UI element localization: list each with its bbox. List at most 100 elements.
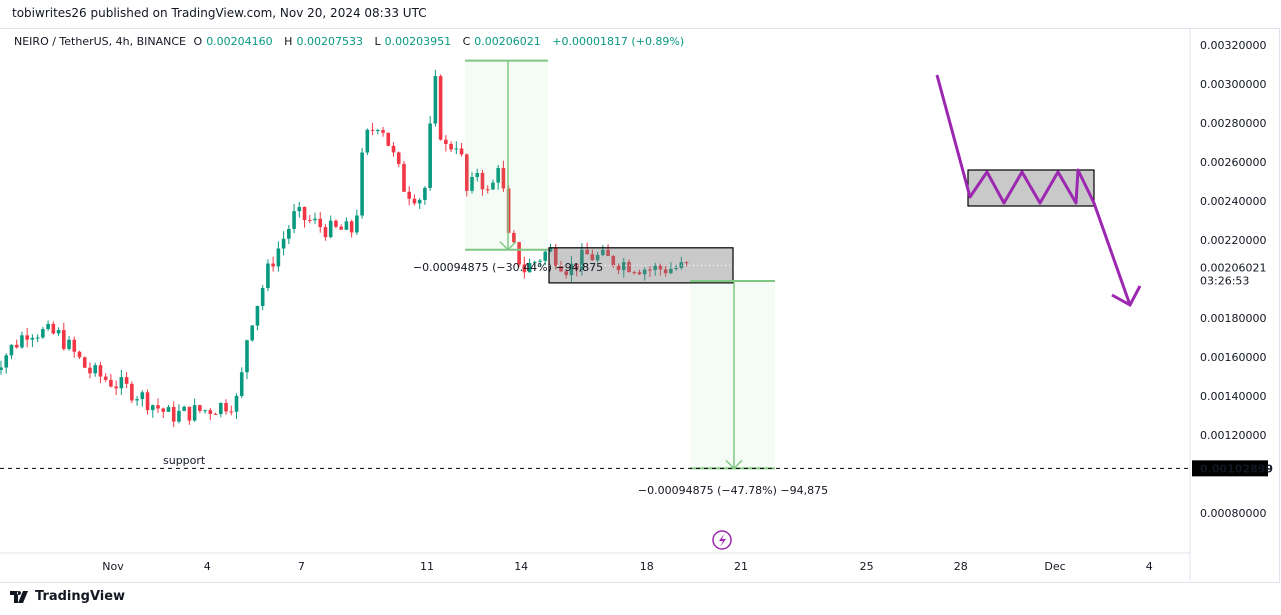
- candle-body: [386, 132, 391, 146]
- projected-path-line[interactable]: [935, 74, 1132, 306]
- price-tick-label: 0.00120000: [1200, 429, 1266, 442]
- candle-body: [46, 323, 50, 330]
- candle-body: [475, 173, 480, 178]
- candle-body: [606, 249, 610, 256]
- candle-body: [150, 405, 155, 411]
- candle-body: [616, 265, 621, 271]
- candle-body: [548, 247, 553, 252]
- candle-body: [20, 335, 24, 348]
- candle-body: [203, 410, 207, 412]
- candle-body: [391, 145, 396, 153]
- candle-body: [648, 269, 652, 271]
- candle-body: [4, 355, 9, 368]
- measure-2-label: −0.00094875 (−47.78%) −94,875: [638, 484, 828, 497]
- candle-body: [171, 407, 176, 422]
- candle-body: [433, 76, 438, 124]
- open-label: O: [193, 35, 203, 48]
- price-tick-label: 0.00300000: [1200, 78, 1266, 91]
- measure-1-arrow-icon: [499, 241, 517, 251]
- chart-panel[interactable]: [0, 28, 1280, 583]
- candle-body: [349, 221, 354, 233]
- close-label: C: [462, 35, 471, 48]
- candle-body: [637, 272, 642, 275]
- time-tick-label: 21: [734, 560, 748, 573]
- candle-body: [0, 367, 3, 370]
- candle-body: [428, 123, 432, 188]
- candle-body: [208, 410, 213, 414]
- candle-body: [684, 262, 689, 264]
- candle-body: [187, 406, 192, 421]
- ohlc-legend: NEIRO / TetherUS, 4h, BINANCE O 0.0020416…: [14, 35, 688, 48]
- candle-body: [82, 357, 87, 368]
- candle-body: [459, 148, 464, 155]
- candle-body: [601, 249, 605, 256]
- candle-body: [213, 413, 218, 415]
- candle-body: [313, 218, 317, 221]
- event-icon[interactable]: [712, 530, 732, 550]
- candle-body: [166, 407, 171, 412]
- candle-body: [219, 403, 223, 415]
- candle-body: [381, 130, 385, 133]
- candle-body: [328, 220, 333, 238]
- candle-body: [56, 330, 61, 334]
- candle-body: [292, 211, 296, 229]
- candle-body: [444, 139, 448, 144]
- time-tick-label: 7: [298, 560, 305, 573]
- tradingview-logo[interactable]: TradingView: [10, 589, 125, 604]
- candle-body: [339, 226, 343, 230]
- candle-body: [25, 335, 29, 340]
- time-tick-label: 28: [954, 560, 968, 573]
- time-tick-label: Nov: [102, 560, 124, 573]
- candle-body: [318, 218, 323, 228]
- candle-body: [276, 248, 281, 267]
- candle-body: [234, 395, 239, 412]
- candle-body: [585, 249, 589, 255]
- time-tick-label: 25: [860, 560, 874, 573]
- candle-body: [621, 262, 626, 271]
- candle-body: [30, 337, 35, 340]
- time-tick-label: 4: [1146, 560, 1153, 573]
- candle-body: [365, 129, 370, 153]
- candle-body: [464, 154, 469, 191]
- candle-body: [533, 261, 537, 263]
- candle-body: [590, 254, 595, 261]
- measure-1-area: [465, 60, 548, 250]
- price-tick-label: 0.00180000: [1200, 312, 1266, 325]
- price-tick-label: 0.00140000: [1200, 390, 1266, 403]
- candle-body: [161, 408, 166, 412]
- candle-body: [14, 344, 19, 348]
- candle-body: [580, 249, 584, 270]
- candle-body: [522, 264, 527, 273]
- candle-body: [480, 173, 485, 190]
- time-tick-label: 4: [204, 560, 211, 573]
- candle-body: [135, 399, 139, 401]
- candle-body: [611, 255, 616, 266]
- price-tick-label: 0.00220000: [1200, 234, 1266, 247]
- candle-body: [470, 177, 474, 191]
- candle-body: [124, 377, 129, 384]
- candle-body: [485, 189, 490, 191]
- candle-body: [109, 379, 113, 387]
- candle-body: [370, 129, 375, 131]
- candle-body: [156, 405, 160, 409]
- candle-body: [564, 271, 569, 276]
- candle-body: [93, 365, 98, 374]
- candle-body: [98, 365, 103, 377]
- candle-body: [407, 191, 412, 199]
- candle-body: [192, 405, 197, 421]
- candle-body: [669, 268, 673, 274]
- candle-body: [569, 263, 574, 276]
- symbol-label[interactable]: NEIRO / TetherUS, 4h, BINANCE: [14, 35, 187, 48]
- open-value: 0.00204160: [206, 35, 273, 48]
- candle-body: [250, 325, 255, 341]
- support-price-label: 0.00102899: [1200, 462, 1273, 475]
- candle-body: [449, 143, 453, 150]
- candle-body: [491, 182, 495, 190]
- candle-body: [245, 340, 249, 373]
- candle-body: [51, 323, 56, 334]
- candle-body: [360, 152, 364, 216]
- candle-body: [438, 76, 443, 140]
- candle-body: [653, 265, 657, 271]
- candle-body: [72, 339, 77, 352]
